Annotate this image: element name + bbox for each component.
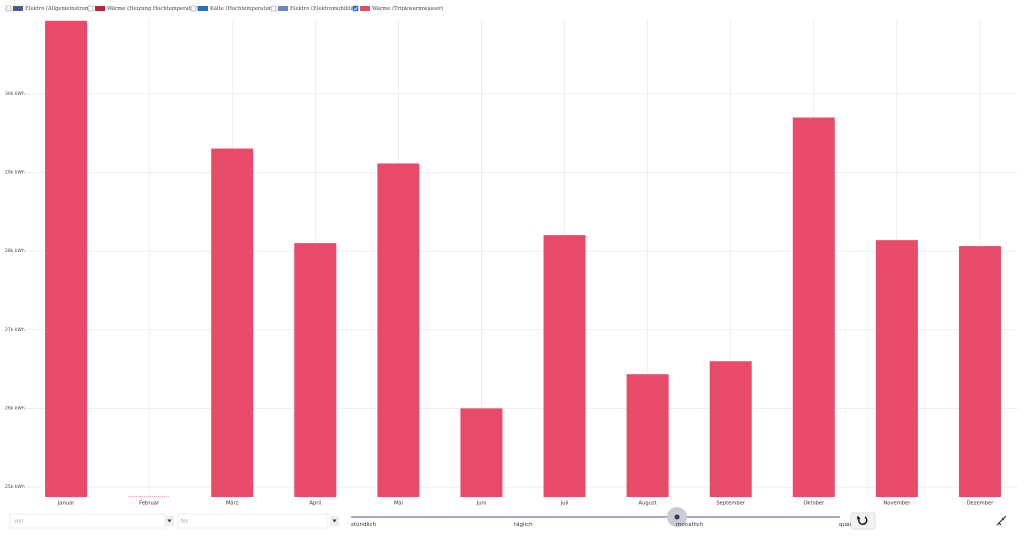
legend-label: Elektro (Allgemeinstrom): [25, 5, 92, 12]
bar[interactable]: [792, 117, 835, 498]
legend: Elektro (Allgemeinstrom) Wärme (Heizung H…: [5, 5, 444, 12]
plot: 25k kWh 26k kWh 27k kWh 28k kWh 29k kWh 30k k…: [5, 20, 1018, 507]
x-tick-label: März: [226, 501, 239, 507]
x-tick-label: Mai: [394, 501, 403, 507]
legend-checkbox[interactable]: [270, 5, 277, 12]
bar[interactable]: [626, 374, 669, 497]
legend-label: Elektro (Elektromobilität): [290, 5, 358, 12]
legend-checkbox[interactable]: [5, 5, 12, 12]
reset-icon: [858, 516, 868, 525]
controls: von bis stündlich täglich monatlich quar: [9, 507, 1007, 530]
bar[interactable]: [211, 148, 254, 497]
bar[interactable]: [543, 235, 586, 498]
legend-swatch: [360, 6, 370, 11]
x-tick-label: Juni: [476, 501, 487, 507]
legend-swatch: [198, 6, 208, 11]
y-tick-label: 29k kWh: [5, 170, 25, 176]
dropdown-arrow: [332, 519, 337, 523]
x-tick-label: Oktober: [803, 501, 825, 507]
from-input[interactable]: [9, 513, 166, 529]
bar[interactable]: [958, 246, 1001, 497]
legend-label: Kälte (Hochtemperatur): [210, 5, 273, 12]
reset-button[interactable]: [850, 512, 876, 530]
x-tick-label: August: [639, 501, 657, 507]
reset-icon-arrow: [857, 515, 861, 520]
resolution-label[interactable]: täglich: [514, 522, 533, 528]
legend-swatch: [95, 6, 105, 11]
bar[interactable]: [460, 408, 503, 497]
x-tick-label: Januar: [57, 501, 75, 507]
y-tick-label: 30k kWh: [5, 91, 25, 97]
tool-icon[interactable]: [996, 515, 1007, 526]
y-tick-label: 26k kWh: [5, 405, 25, 411]
bar[interactable]: [294, 243, 337, 497]
resolution-label[interactable]: stündlich: [351, 522, 377, 528]
slider-knob[interactable]: [674, 514, 680, 520]
x-tick-label: April: [309, 501, 321, 507]
bar[interactable]: [45, 20, 88, 497]
y-tick-label: 27k kWh: [5, 327, 25, 333]
legend-label: Wärme (Heizung Hochtemperatur): [107, 5, 199, 12]
legend-checkbox[interactable]: [190, 5, 197, 12]
resolution-label[interactable]: quar: [839, 522, 852, 528]
legend-swatch: [13, 6, 23, 11]
legend-label: Wärme (Trinkwarmwasser): [372, 5, 444, 12]
y-tick-label: 28k kWh: [5, 248, 25, 254]
dropdown-arrow: [167, 519, 172, 523]
to-input[interactable]: [177, 513, 329, 529]
x-tick-label: September: [716, 501, 746, 507]
x-tick-label: Dezember: [967, 501, 995, 507]
x-tick-label: November: [883, 501, 911, 507]
y-tick-label: 25k kWh: [5, 484, 25, 490]
check-mark: [353, 6, 358, 11]
bar[interactable]: [875, 240, 918, 497]
to-label: bis: [181, 519, 189, 525]
bar[interactable]: [709, 361, 752, 497]
bar[interactable]: [377, 163, 420, 498]
legend-swatch: [278, 6, 288, 11]
resolution-label[interactable]: monatlich: [676, 522, 704, 528]
legend-checkbox[interactable]: [352, 5, 359, 12]
from-label: von: [14, 519, 23, 525]
x-tick-label: Februar: [139, 501, 160, 507]
x-tick-label: Juli: [560, 501, 569, 507]
legend-checkbox[interactable]: [87, 5, 94, 12]
